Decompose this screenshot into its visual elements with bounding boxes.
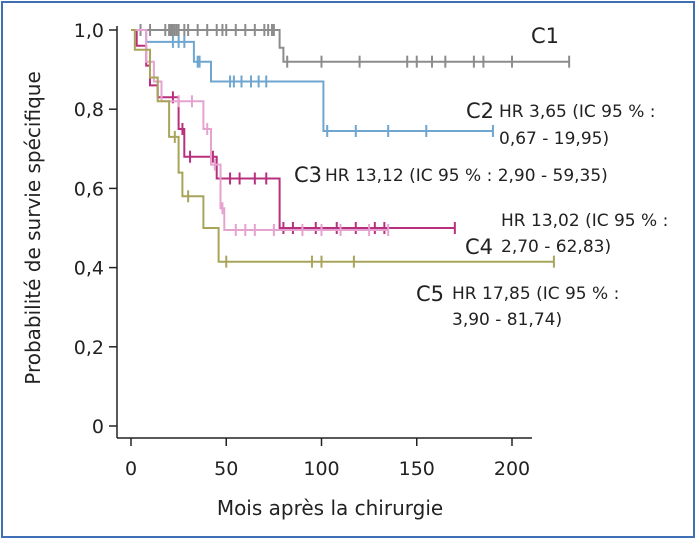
hazard-ratio-c3: HR 13,12 (IC 95 % : 2,90 - 59,35) xyxy=(325,166,608,186)
hazard-ratio-c2: HR 3,65 (IC 95 % : xyxy=(499,102,656,122)
x-tick-label: 100 xyxy=(303,458,339,480)
group-label-c3: C3 xyxy=(294,163,322,187)
group-label-c1: C1 xyxy=(531,24,559,48)
x-ticks: 0 50 100 150 200 xyxy=(125,438,530,480)
series-c2 xyxy=(131,29,494,137)
y-tick-label: 0,2 xyxy=(74,337,104,359)
series-line-c3 xyxy=(131,29,455,229)
hazard-ratio-c2: 0,67 - 19,95) xyxy=(499,129,609,149)
group-label-c4: C4 xyxy=(465,235,493,259)
y-tick-label: 0,8 xyxy=(74,99,104,121)
hazard-ratio-c4: 2,70 - 62,83) xyxy=(501,237,611,257)
series-layer xyxy=(131,24,571,268)
y-axis-title: Probabilité de survie spécifique xyxy=(21,71,45,385)
group-label-c5: C5 xyxy=(416,282,444,306)
x-tick-label: 150 xyxy=(399,458,435,480)
series-c1 xyxy=(131,24,571,68)
series-c5 xyxy=(131,29,555,268)
group-label-c2: C2 xyxy=(466,99,494,123)
y-ticks: 0 0,2 0,4 0,6 0,8 1,0 xyxy=(74,20,117,438)
axes: 0 50 100 150 200 0 0,2 0,4 0,6 0,8 1,0 xyxy=(74,20,532,480)
x-tick-label: 200 xyxy=(494,458,530,480)
y-tick-label: 0,6 xyxy=(74,178,104,200)
series-line-c5 xyxy=(131,29,554,263)
x-tick-label: 50 xyxy=(214,458,238,480)
y-tick-label: 0,4 xyxy=(74,258,104,280)
hazard-ratio-c4: HR 13,02 (IC 95 % : xyxy=(501,211,668,231)
y-tick-label: 0 xyxy=(92,416,104,438)
hazard-ratio-c5: HR 17,85 (IC 95 % : xyxy=(452,284,619,304)
hazard-ratio-c5: 3,90 - 81,74) xyxy=(452,310,562,330)
x-axis-title: Mois après la chirurgie xyxy=(217,496,443,520)
x-tick-label: 0 xyxy=(125,458,137,480)
y-tick-label: 1,0 xyxy=(74,20,104,42)
